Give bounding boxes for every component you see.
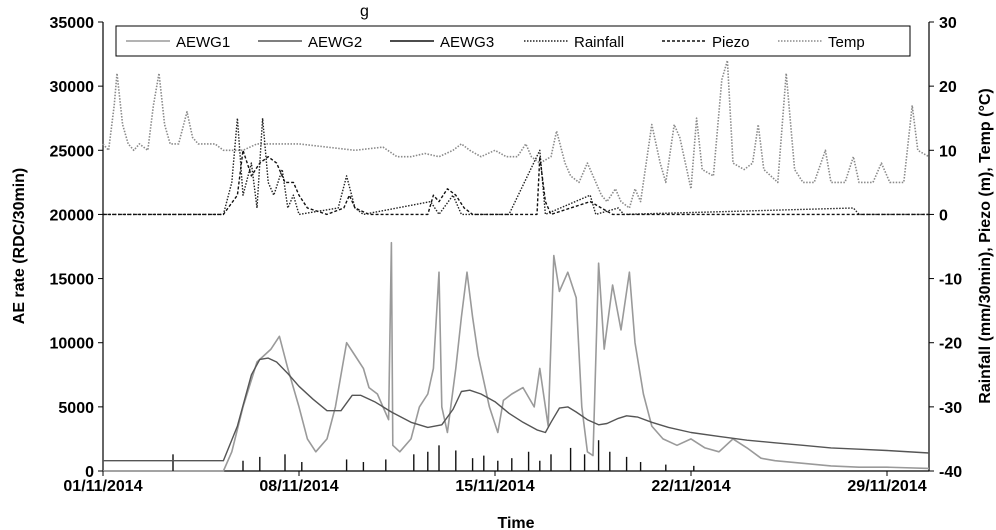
legend-label-AEWG3: AEWG3 bbox=[440, 34, 494, 51]
y-tick-label: 25000 bbox=[50, 143, 95, 160]
y2-tick-label: 10 bbox=[939, 143, 957, 160]
y-tick-label: 30000 bbox=[50, 79, 95, 96]
y-tick-label: 20000 bbox=[50, 207, 95, 224]
y2-tick-label: 30 bbox=[939, 15, 957, 32]
legend: AEWG1 AEWG2 AEWG3 Rainfall Piezo Temp bbox=[115, 25, 911, 57]
series-layer bbox=[102, 59, 930, 472]
y-tick-label: 5000 bbox=[58, 400, 94, 417]
legend-label-Temp: Temp bbox=[828, 34, 865, 51]
x-axis-title: Time bbox=[497, 515, 534, 530]
series-Temp bbox=[102, 59, 930, 209]
plot-frame bbox=[102, 22, 930, 472]
y-tick-label: 0 bbox=[85, 464, 94, 481]
legend-label-AEWG2: AEWG2 bbox=[308, 34, 362, 51]
y2-tick-label: 20 bbox=[939, 79, 957, 96]
y2-tick-label: -30 bbox=[939, 400, 962, 417]
legend-label-AEWG1: AEWG1 bbox=[176, 34, 230, 51]
x-tick-label: 15/11/2014 bbox=[455, 478, 534, 495]
legend-box bbox=[115, 25, 911, 57]
x-tick-label: 01/11/2014 bbox=[63, 478, 142, 495]
y-axis-title: AE rate (RDC/30min) bbox=[11, 168, 28, 324]
y-tick-label: 15000 bbox=[50, 272, 95, 289]
x-tick-label: 29/11/2014 bbox=[847, 478, 926, 495]
y2-tick-label: -10 bbox=[939, 272, 962, 289]
y-tick-label: 10000 bbox=[50, 336, 95, 353]
series-Rainfall bbox=[103, 117, 929, 216]
axes-layer: 0 5000 10000 15000 20000 25000 30000 35000 -40 -3… bbox=[50, 15, 963, 495]
legend-label-Rainfall: Rainfall bbox=[574, 34, 624, 51]
x-tick-label: 08/11/2014 bbox=[259, 478, 338, 495]
y2-tick-label: -20 bbox=[939, 336, 962, 353]
y-tick-label: 35000 bbox=[50, 15, 95, 32]
y2-tick-label: 0 bbox=[939, 207, 948, 224]
series-Piezo bbox=[103, 149, 929, 216]
x-tick-label: 22/11/2014 bbox=[651, 478, 730, 495]
y2-tick-label: -40 bbox=[939, 464, 962, 481]
series-AEWG1 bbox=[103, 241, 930, 472]
y2-axis-title: Rainfall (mm/30min), Piezo (m), Temp (°C… bbox=[977, 88, 994, 403]
legend-label-Piezo: Piezo bbox=[712, 34, 750, 51]
partial-title: g bbox=[360, 3, 369, 20]
series-AEWG2 bbox=[103, 357, 930, 462]
